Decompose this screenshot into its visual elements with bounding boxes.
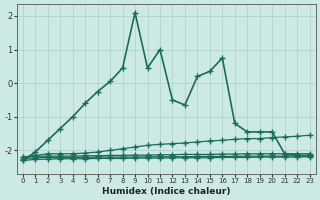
X-axis label: Humidex (Indice chaleur): Humidex (Indice chaleur) (102, 187, 230, 196)
